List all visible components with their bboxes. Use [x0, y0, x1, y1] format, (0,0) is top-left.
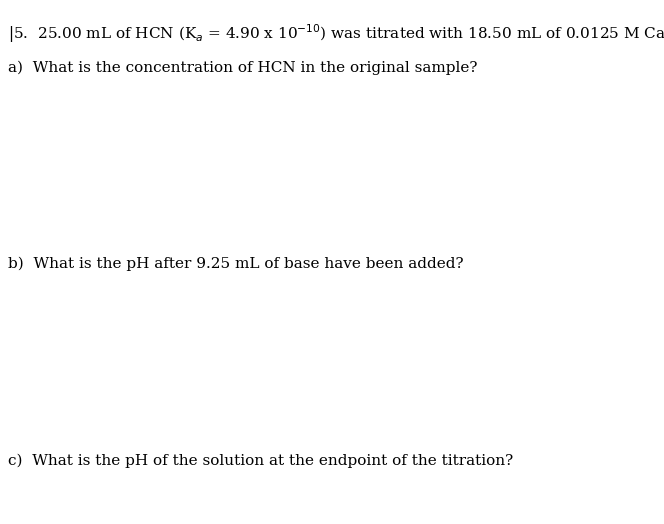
Text: a)  What is the concentration of HCN in the original sample?: a) What is the concentration of HCN in t…	[8, 60, 477, 74]
Text: b)  What is the pH after 9.25 mL of base have been added?: b) What is the pH after 9.25 mL of base …	[8, 257, 463, 271]
Text: c)  What is the pH of the solution at the endpoint of the titration?: c) What is the pH of the solution at the…	[8, 453, 513, 467]
Text: $|$5.  25.00 mL of HCN (K$_{a}$ = 4.90 x 10$^{-10}$) was titrated with 18.50 mL : $|$5. 25.00 mL of HCN (K$_{a}$ = 4.90 x …	[8, 22, 664, 45]
